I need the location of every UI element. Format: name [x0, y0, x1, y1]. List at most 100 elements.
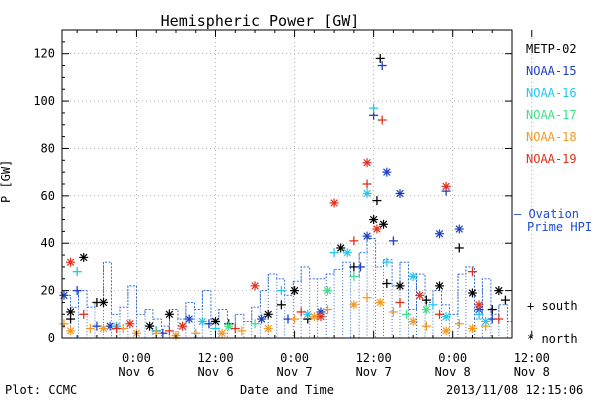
point-stroke	[396, 282, 404, 290]
point-stroke	[481, 317, 490, 326]
satellite-points	[59, 53, 510, 341]
point-north-noaa-15	[454, 224, 464, 234]
point-north-noaa-18	[349, 300, 359, 310]
point-stroke	[310, 312, 319, 321]
point-north-noaa-18	[99, 324, 109, 334]
point-north-noaa-16	[408, 271, 418, 281]
point-stroke	[369, 215, 378, 224]
point-stroke	[336, 244, 345, 252]
y-tick-label: 0	[48, 331, 55, 345]
point-stroke	[409, 272, 417, 281]
point-stroke	[178, 322, 187, 330]
point-south-noaa-15	[204, 319, 214, 329]
point-south-noaa-16	[474, 309, 484, 319]
point-south-noaa-19	[395, 297, 405, 307]
point-south-metp-02	[382, 279, 392, 289]
point-stroke	[165, 310, 174, 319]
point-north-noaa-17	[421, 305, 431, 315]
point-stroke	[224, 322, 233, 330]
point-stroke	[422, 305, 431, 314]
x-axis-label: Date and Time	[240, 383, 334, 397]
point-north-noaa-18	[375, 297, 385, 307]
point-south-noaa-18	[481, 321, 491, 331]
point-north-noaa-16	[303, 309, 313, 319]
point-stroke	[126, 320, 134, 328]
point-south-noaa-16	[369, 103, 379, 113]
point-north-noaa-16	[197, 316, 207, 326]
x-tick-date: Nov 8	[435, 365, 471, 379]
north-symbol-legend: * north	[527, 332, 578, 346]
point-stroke	[257, 315, 266, 323]
point-south-noaa-19	[164, 326, 174, 336]
legend-item-noaa-18: NOAA-18	[526, 130, 577, 144]
point-stroke	[495, 286, 503, 295]
point-south-noaa-18	[362, 293, 372, 303]
point-stroke	[363, 232, 371, 240]
point-north-noaa-16	[362, 188, 372, 198]
plot-credit: Plot: CCMC	[5, 383, 78, 397]
x-tick-date: Nov 8	[514, 365, 550, 379]
point-stroke	[442, 182, 450, 191]
point-stroke	[379, 220, 388, 229]
point-stroke	[66, 258, 75, 266]
ovation-legend-line2: Prime HPI	[527, 220, 593, 234]
legend-item-noaa-19: NOAA-19	[526, 152, 577, 166]
point-south-noaa-15	[355, 262, 365, 272]
point-stroke	[363, 158, 371, 167]
south-symbol-legend: + south	[527, 299, 578, 313]
hpi-step-line	[62, 238, 512, 327]
point-north-noaa-15	[382, 167, 392, 177]
point-south-noaa-16	[276, 286, 286, 296]
point-south-noaa-18	[59, 319, 69, 329]
point-stroke	[264, 324, 272, 333]
x-tick-time: 0:00	[122, 351, 151, 365]
point-north-noaa-19	[178, 321, 188, 331]
ovation-hpi-series	[61, 238, 513, 338]
point-north-noaa-15	[184, 314, 194, 324]
point-north-noaa-18	[263, 324, 273, 334]
chart-title: Hemispheric Power [GW]	[160, 12, 360, 30]
point-north-noaa-17	[224, 321, 234, 331]
point-stroke	[373, 225, 381, 233]
point-north-noaa-16	[441, 312, 451, 322]
point-stroke	[442, 327, 450, 335]
point-north-metp-02	[379, 219, 389, 229]
point-stroke	[66, 327, 75, 335]
plot-timestamp: 2013/11/08 12:15:06	[446, 383, 584, 397]
point-north-metp-02	[263, 309, 273, 319]
point-north-noaa-18	[66, 326, 76, 336]
point-north-noaa-16	[342, 248, 352, 258]
point-stroke	[468, 324, 477, 333]
point-stroke	[185, 315, 193, 323]
point-south-noaa-15	[388, 236, 398, 246]
point-stroke	[416, 291, 424, 300]
point-stroke	[323, 286, 332, 295]
point-stroke	[383, 168, 391, 176]
point-south-noaa-18	[454, 319, 464, 329]
point-north-noaa-19	[316, 312, 326, 322]
point-north-noaa-18	[408, 316, 418, 326]
point-north-metp-02	[467, 288, 477, 298]
point-stroke	[363, 189, 371, 198]
legend-item-noaa-16: NOAA-16	[526, 86, 577, 100]
x-tick-time: 12:00	[356, 351, 392, 365]
point-south-metp-02	[276, 300, 286, 310]
y-tick-label: 100	[33, 94, 55, 108]
point-stroke	[66, 308, 75, 316]
point-south-noaa-16	[428, 300, 438, 310]
legend-item-noaa-17: NOAA-17	[526, 108, 577, 122]
x-tick-time: 12:00	[197, 351, 233, 365]
point-stroke	[343, 248, 352, 257]
point-north-noaa-15	[59, 290, 69, 300]
point-south-metp-02	[375, 53, 385, 63]
point-north-metp-02	[336, 243, 346, 253]
y-tick-label: 80	[41, 141, 55, 155]
x-tick-date: Nov 6	[118, 365, 154, 379]
point-stroke	[435, 282, 444, 290]
point-stroke	[145, 322, 154, 330]
point-stroke	[409, 317, 417, 326]
point-stroke	[350, 301, 358, 309]
point-north-noaa-19	[250, 281, 260, 291]
